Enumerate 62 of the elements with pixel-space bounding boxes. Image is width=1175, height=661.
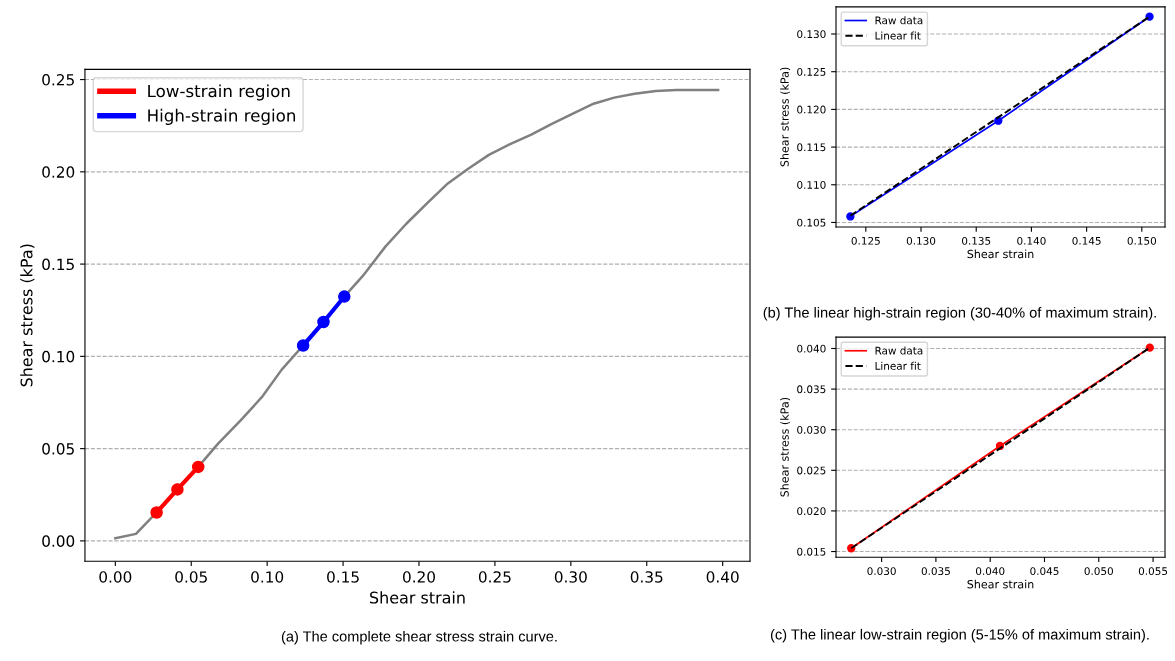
x-tick-label: 0.050 <box>1084 567 1113 576</box>
y-tick-label: 0.20 <box>42 166 75 178</box>
y-tick-label: 0.110 <box>797 181 826 189</box>
legend-label: Raw data <box>875 346 923 355</box>
x-tick-label: 0.05 <box>175 571 207 583</box>
point <box>1145 12 1154 21</box>
x-tick-label: 0.30 <box>554 571 587 583</box>
x-tick-label: 0.035 <box>921 567 950 576</box>
y-tick-label: 0.25 <box>42 74 74 86</box>
y-axis-title: Shear stress (kPa) <box>780 67 791 167</box>
x-tick-label: 0.140 <box>1017 236 1046 245</box>
legend-label: Linear fit <box>875 361 921 370</box>
x-tick-label: 0.040 <box>975 567 1005 576</box>
y-tick-label: 0.030 <box>797 425 826 434</box>
text: (c) The linear low-strain region (5-15% of maximum strain). <box>770 628 1149 643</box>
x-tick-label: 0.00 <box>99 571 132 583</box>
x-tick-label: 0.25 <box>478 571 511 583</box>
y-tick-label: 0.130 <box>797 30 826 39</box>
legend-label: Low-strain region <box>148 84 290 101</box>
y-tick-label: 0.120 <box>797 105 826 114</box>
x-tick-label: 0.130 <box>906 236 936 245</box>
x-axis-title: Shear strain <box>967 579 1034 589</box>
legend-label: Linear fit <box>875 31 921 40</box>
legend-label: High-strain region <box>148 108 295 125</box>
x-tick-label: 0.055 <box>1138 567 1168 576</box>
y-tick-label: 0.035 <box>797 385 826 394</box>
x-tick-label: 0.35 <box>630 571 663 583</box>
y-tick-label: 0.025 <box>797 466 826 475</box>
x-tick-label: 0.135 <box>962 236 991 245</box>
point <box>338 290 351 303</box>
y-tick-label: 0.10 <box>42 350 75 363</box>
x-tick-label: 0.125 <box>851 236 880 245</box>
x-tick-label: 0.030 <box>867 567 896 576</box>
x-axis-title: Shear strain <box>370 591 465 604</box>
text: (a) The complete shear stress strain curve. <box>281 630 557 645</box>
y-tick-label: 0.15 <box>42 258 74 271</box>
y-axis-title: Shear stress (kPa) <box>20 244 35 387</box>
point <box>296 339 310 352</box>
legend-label: Raw data <box>875 16 923 25</box>
x-tick-label: 0.10 <box>251 571 284 583</box>
x-tick-label: 0.145 <box>1072 236 1101 245</box>
y-tick-label: 0.00 <box>42 535 75 547</box>
point <box>191 460 205 474</box>
point <box>171 483 184 496</box>
point <box>150 506 163 519</box>
y-tick-label: 0.115 <box>797 143 826 152</box>
y-axis-title: Shear stress (kPa) <box>780 397 791 497</box>
x-tick-label: 0.20 <box>402 571 435 583</box>
y-tick-label: 0.05 <box>42 443 74 455</box>
point <box>317 315 330 329</box>
x-tick-label: 0.045 <box>1030 567 1059 576</box>
y-tick-label: 0.020 <box>797 507 826 516</box>
y-tick-label: 0.125 <box>797 67 826 76</box>
x-tick-label: 0.150 <box>1127 236 1157 245</box>
x-axis-title: Shear strain <box>967 249 1034 259</box>
y-tick-label: 0.105 <box>797 218 826 227</box>
x-tick-label: 0.15 <box>327 571 359 583</box>
y-tick-label: 0.040 <box>797 344 826 353</box>
x-tick-label: 0.40 <box>706 571 739 583</box>
point <box>1145 343 1154 352</box>
text: (b) The linear high-strain region (30-40% of maximum strain). <box>763 306 1156 321</box>
y-tick-label: 0.015 <box>797 547 826 556</box>
